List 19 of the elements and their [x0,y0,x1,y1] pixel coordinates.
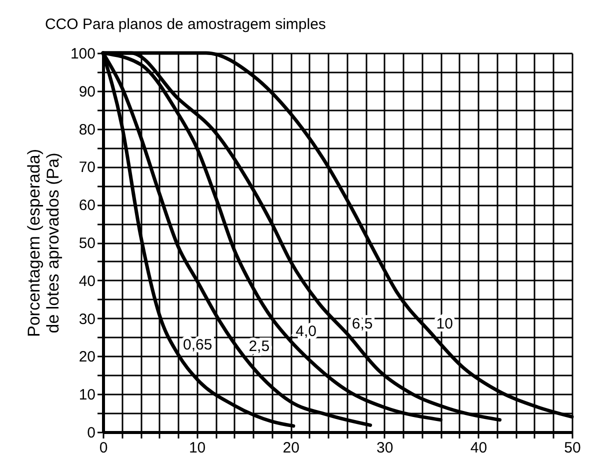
y-tick-label: 0 [87,424,96,442]
y-tick-label: 100 [70,46,96,62]
y-tick-label: 50 [78,235,96,252]
y-tick-label: 20 [78,348,96,366]
y-tick-label: 70 [78,159,96,176]
x-tick-label: 10 [188,440,206,456]
x-tick-label: 20 [282,440,300,456]
y-tick-label: 10 [78,386,96,404]
y-tick-label: 40 [78,272,96,290]
y-tick-label: 60 [78,197,96,214]
x-tick-label: 0 [99,440,108,456]
x-tick-label: 40 [470,440,488,456]
y-tick-label: 30 [78,310,96,328]
x-tick-label: 50 [564,440,581,456]
y-tick-label: 80 [78,121,96,138]
y-tick-label: 90 [78,83,96,100]
y-axis-title: Porcentagem (esperada) de lotes aprovados (Pa) [24,148,62,338]
chart-title: CCO Para planos de amostragem simples [44,16,326,33]
x-tick-label: 30 [376,440,394,456]
